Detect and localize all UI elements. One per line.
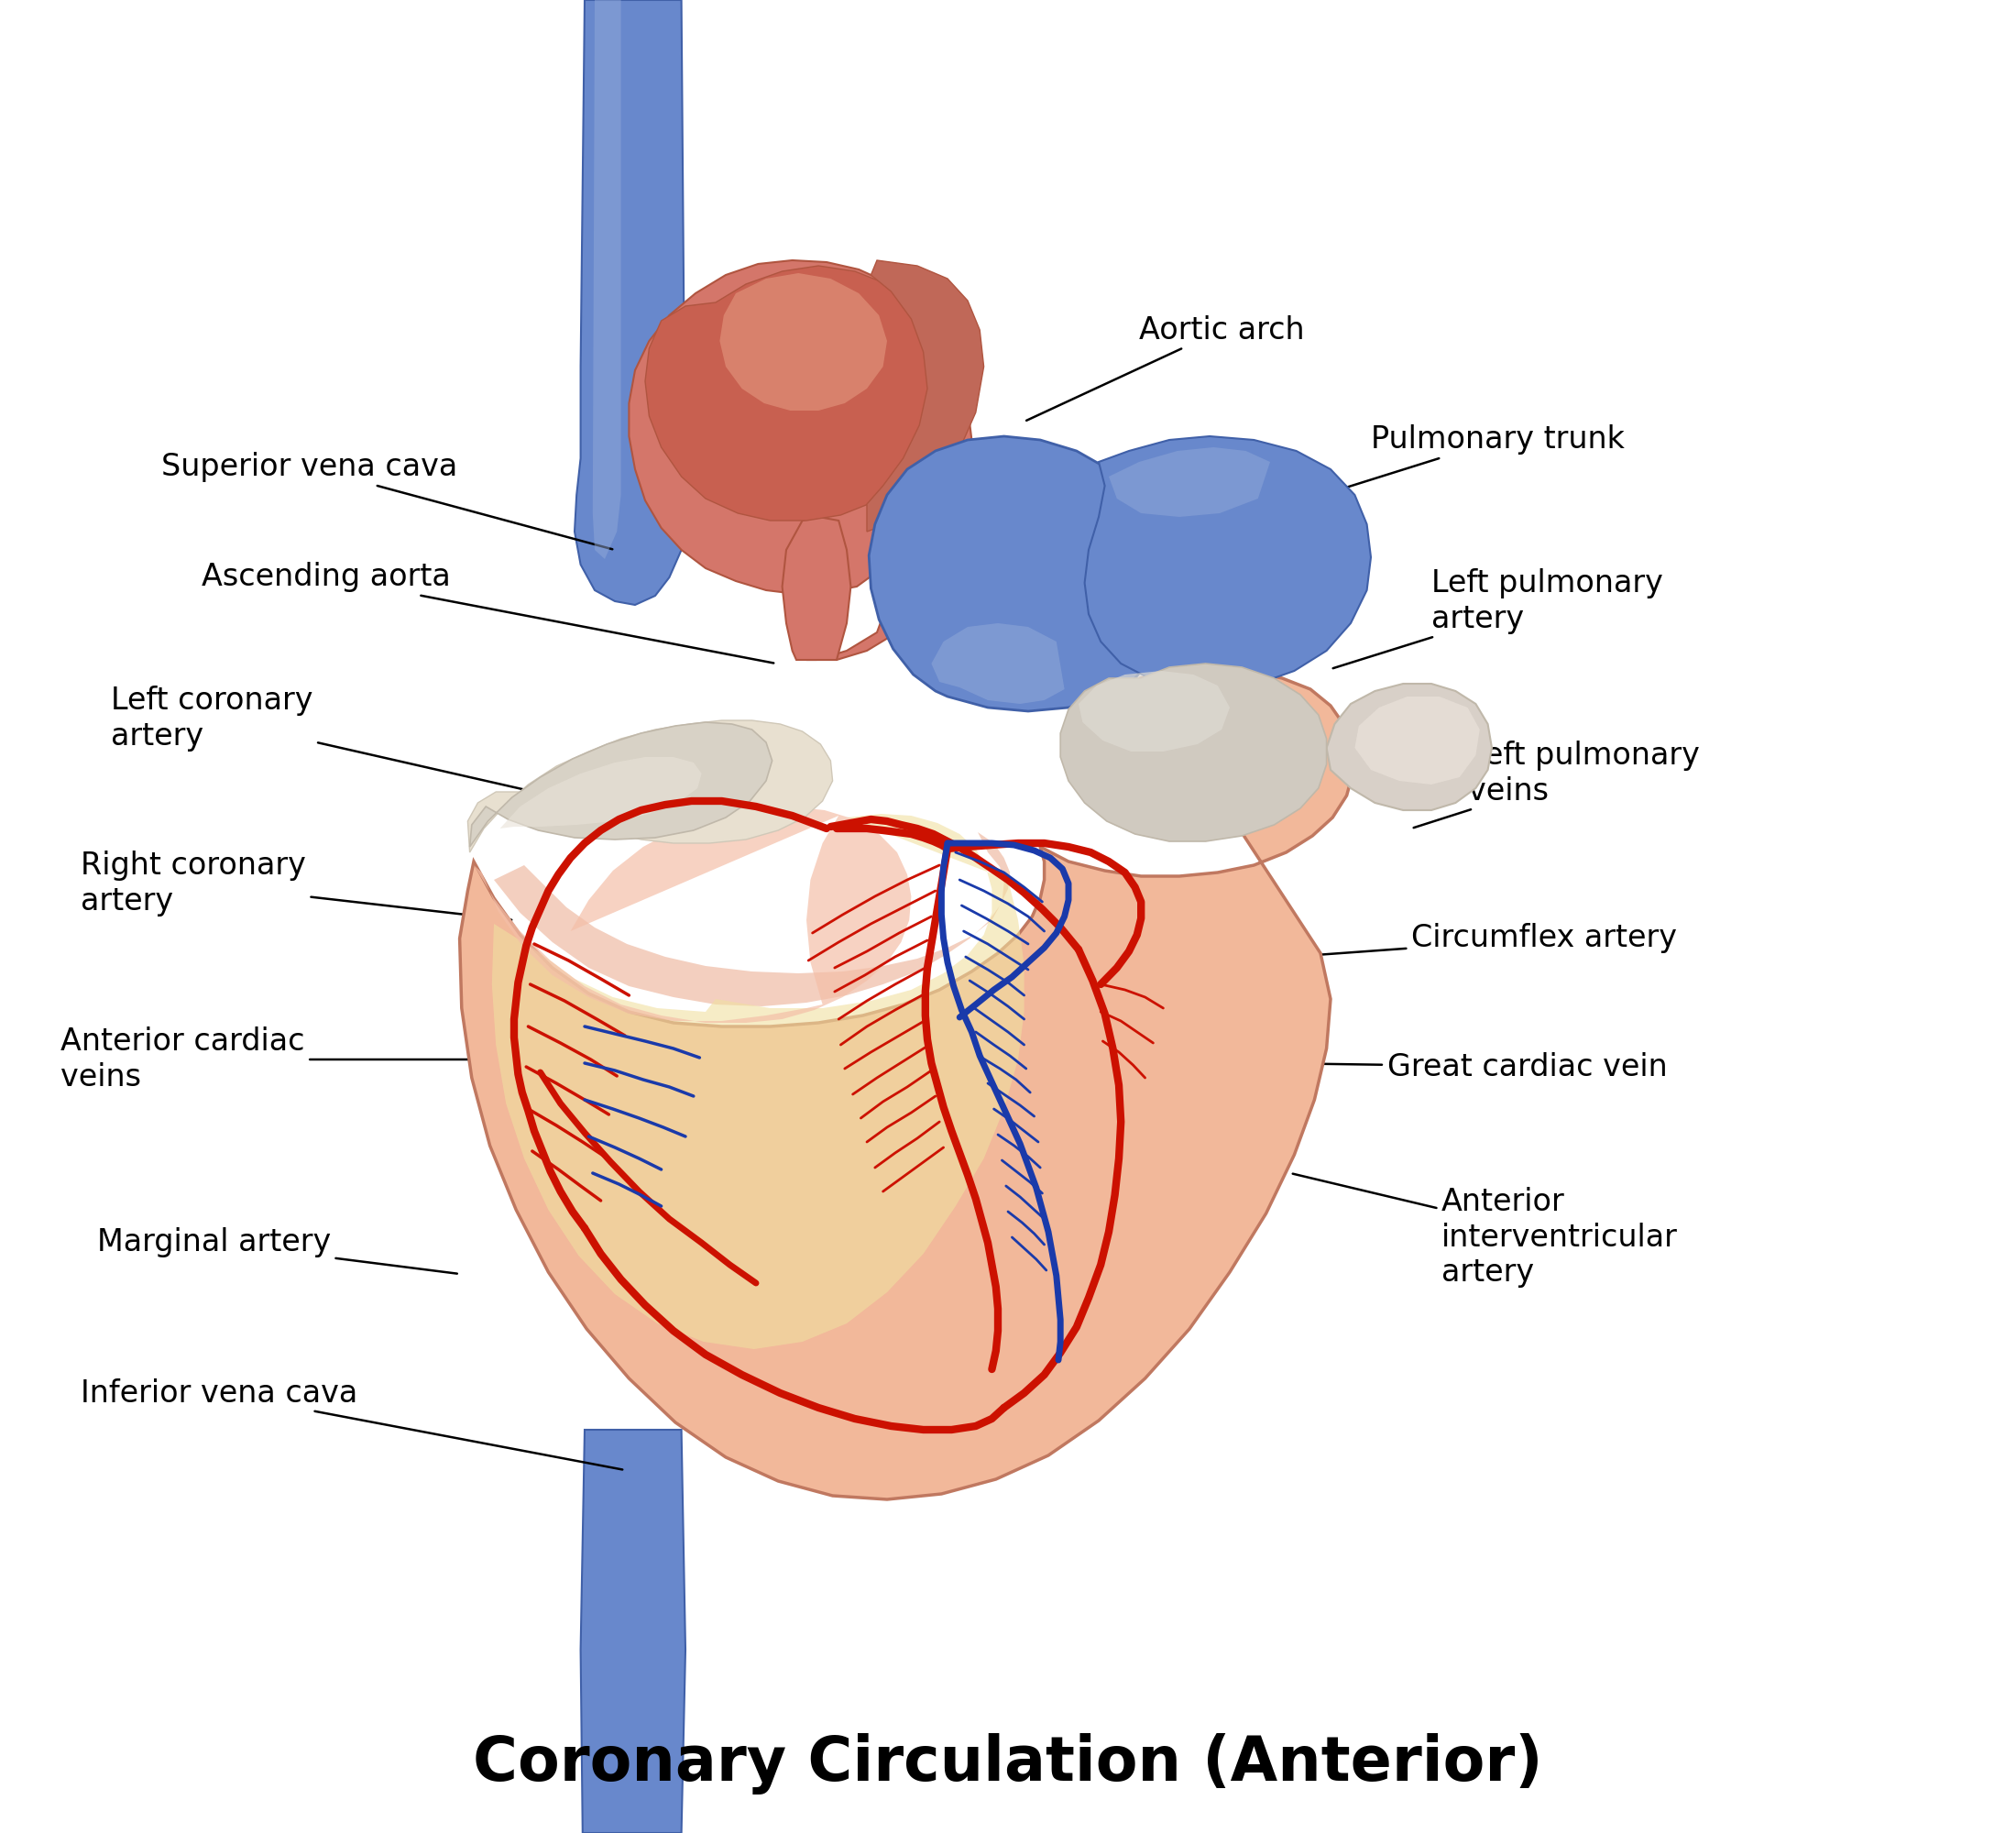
Polygon shape bbox=[492, 814, 1024, 1349]
Text: Right coronary
artery: Right coronary artery bbox=[81, 851, 512, 920]
Text: Inferior vena cava: Inferior vena cava bbox=[81, 1378, 623, 1470]
Text: Left coronary
artery: Left coronary artery bbox=[111, 686, 694, 829]
Polygon shape bbox=[474, 807, 911, 1023]
Polygon shape bbox=[500, 757, 702, 829]
Text: Anterior cardiac
veins: Anterior cardiac veins bbox=[60, 1026, 532, 1092]
Text: Aortic arch: Aortic arch bbox=[1026, 315, 1304, 420]
Text: Coronary Circulation (Anterior): Coronary Circulation (Anterior) bbox=[474, 1732, 1542, 1795]
Text: Left pulmonary
artery: Left pulmonary artery bbox=[1333, 568, 1663, 669]
Polygon shape bbox=[460, 669, 1353, 1499]
Polygon shape bbox=[494, 832, 1010, 1006]
Text: Circumflex artery: Circumflex artery bbox=[1292, 924, 1677, 957]
Polygon shape bbox=[629, 260, 972, 660]
Text: Anterior
interventricular
artery: Anterior interventricular artery bbox=[1292, 1173, 1677, 1287]
Polygon shape bbox=[581, 1430, 685, 1833]
Polygon shape bbox=[1085, 436, 1371, 689]
Text: Superior vena cava: Superior vena cava bbox=[161, 453, 613, 550]
Text: Ascending aorta: Ascending aorta bbox=[202, 563, 774, 664]
Polygon shape bbox=[1060, 664, 1327, 841]
Polygon shape bbox=[593, 0, 621, 559]
Polygon shape bbox=[782, 517, 851, 660]
Polygon shape bbox=[1327, 684, 1492, 810]
Polygon shape bbox=[931, 623, 1064, 704]
Text: Left pulmonary
veins: Left pulmonary veins bbox=[1413, 741, 1699, 829]
Text: Great cardiac vein: Great cardiac vein bbox=[1272, 1052, 1667, 1081]
Polygon shape bbox=[645, 266, 943, 521]
Polygon shape bbox=[720, 273, 887, 411]
Polygon shape bbox=[1079, 671, 1230, 752]
Polygon shape bbox=[470, 722, 772, 847]
Polygon shape bbox=[869, 436, 1173, 711]
Polygon shape bbox=[1109, 447, 1270, 517]
Text: Marginal artery: Marginal artery bbox=[97, 1228, 458, 1274]
Polygon shape bbox=[867, 260, 984, 532]
Polygon shape bbox=[575, 0, 685, 605]
Polygon shape bbox=[468, 720, 833, 852]
Polygon shape bbox=[1355, 697, 1480, 785]
Text: Pulmonary trunk: Pulmonary trunk bbox=[1208, 425, 1625, 532]
